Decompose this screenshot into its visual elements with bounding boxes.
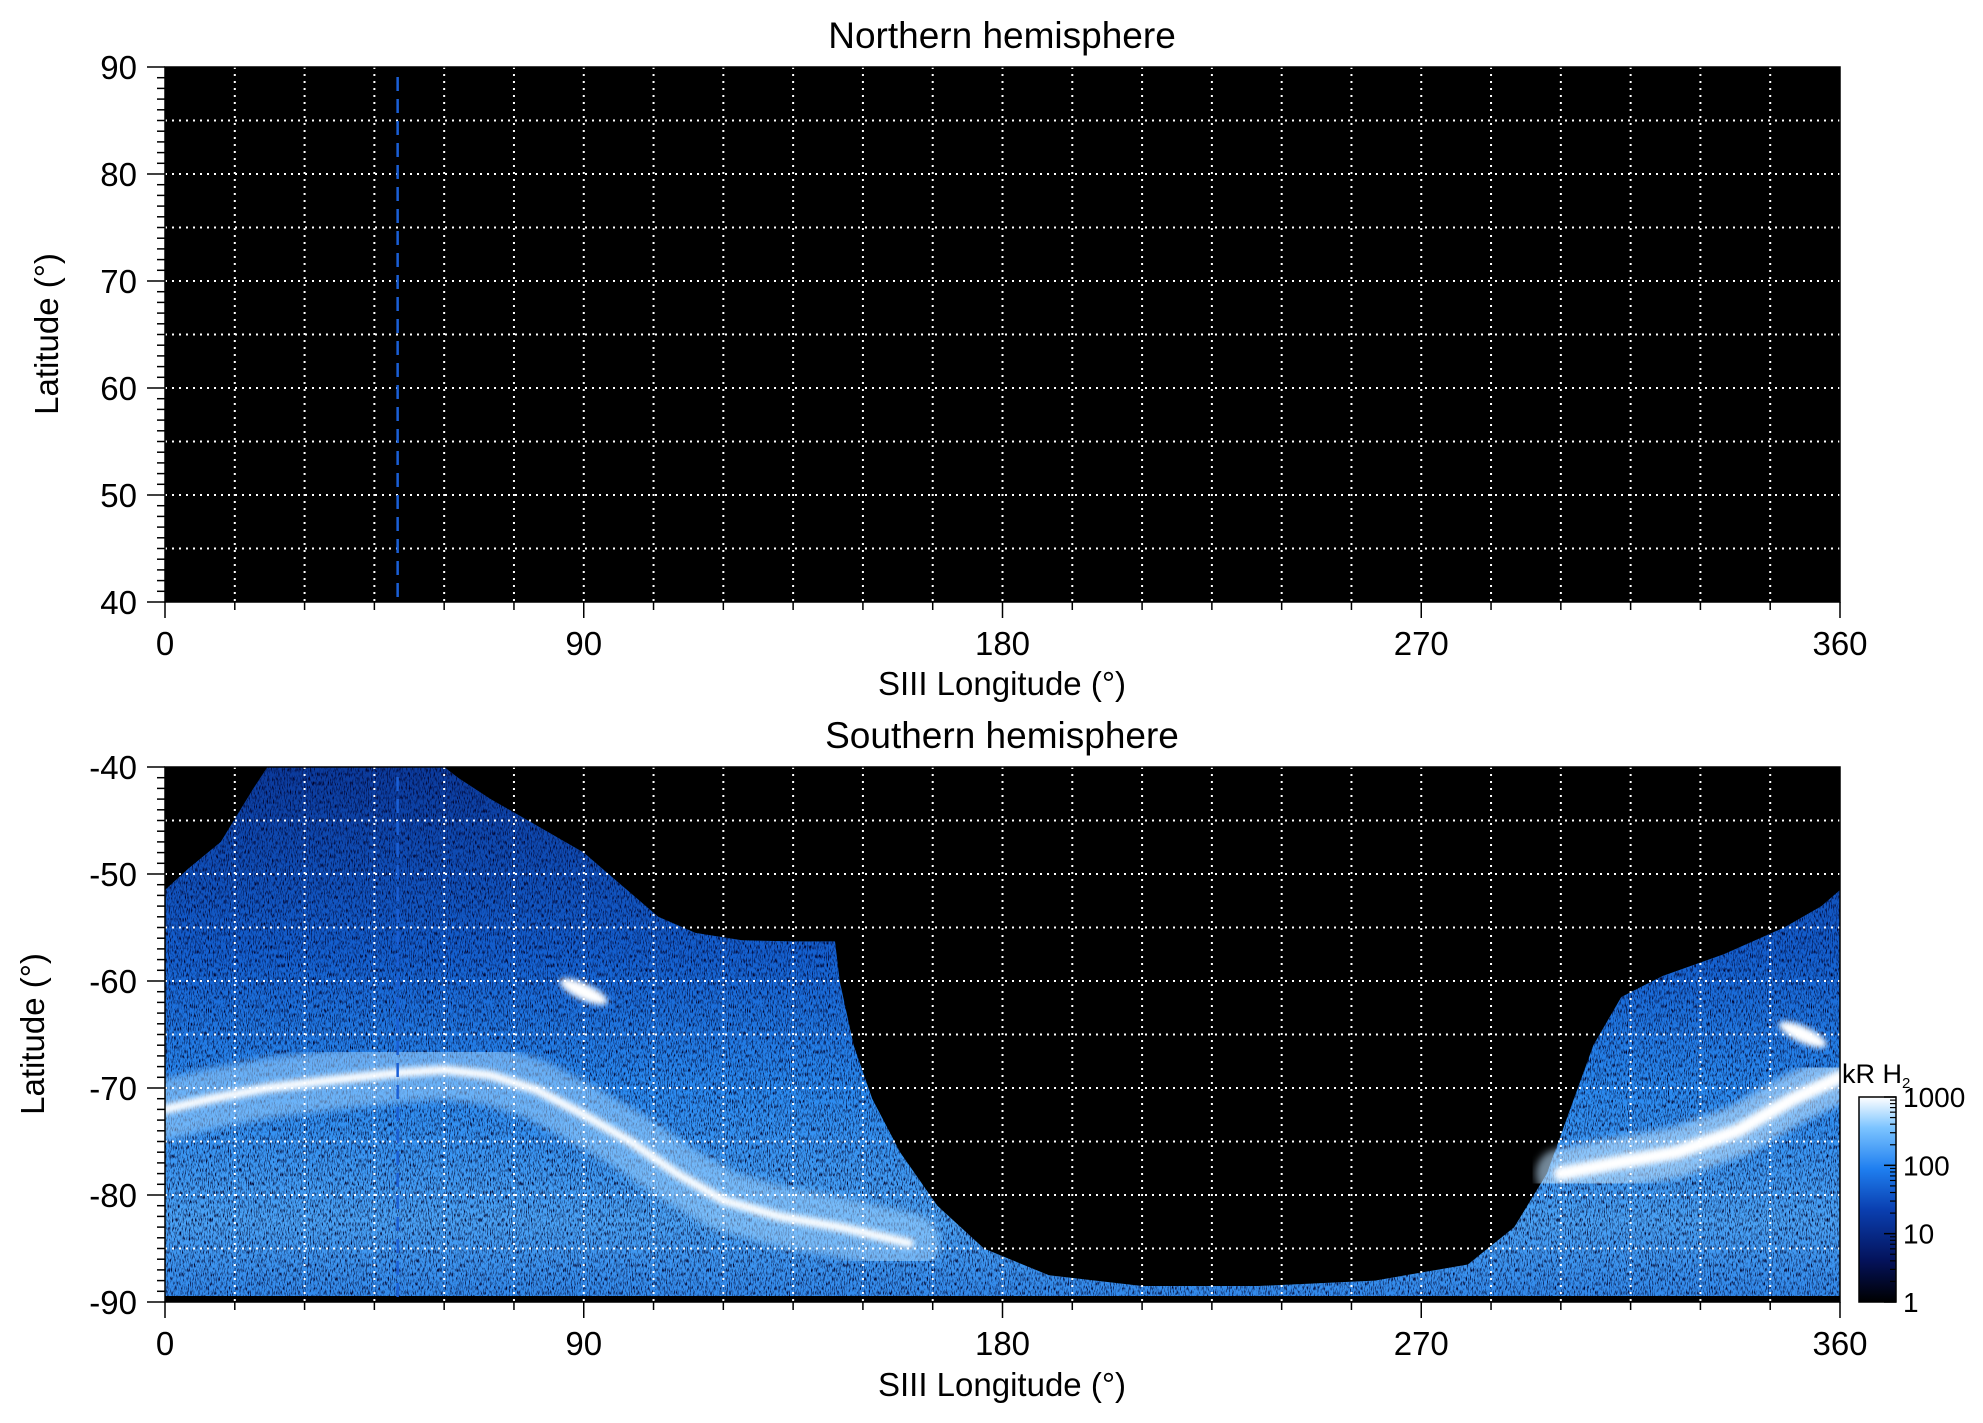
x-tick-label: 0 [156,1325,174,1362]
y-tick-label: 80 [100,156,137,193]
x-tick-label: 360 [1812,1325,1867,1362]
y-tick-label: 70 [100,263,137,300]
colorbar: kR H2 1 10 100 1000 [1842,1059,1965,1318]
x-tick-label: 90 [565,1325,602,1362]
colorbar-tick-label: 1000 [1903,1082,1965,1113]
north-xlabel: SIII Longitude (°) [878,665,1126,702]
north-ylabel: Latitude (°) [28,253,65,415]
y-tick-label: 90 [100,49,137,86]
x-tick-label: 360 [1812,625,1867,662]
y-tick-label: -70 [89,1070,137,1107]
colorbar-unit: kR H [1842,1059,1902,1089]
y-tick-label: -40 [89,749,137,786]
colorbar-unit-subscript: 2 [1902,1075,1910,1092]
south-title: Southern hemisphere [825,715,1179,756]
x-tick-label: 0 [156,625,174,662]
south-xlabel: SIII Longitude (°) [878,1366,1126,1403]
south-ylabel: Latitude (°) [14,953,51,1115]
colorbar-tick-label: 1 [1903,1287,1919,1318]
x-tick-label: 270 [1394,625,1449,662]
y-tick-label: 50 [100,477,137,514]
y-tick-label: -60 [89,963,137,1000]
colorbar-ticks: 1 10 100 1000 [1884,1082,1965,1318]
north-axes: 40 50 60 70 80 90 0 90 180 270 360 [100,49,1867,662]
main-oval [165,1065,914,1248]
x-tick-label: 90 [565,625,602,662]
south-grid [165,767,1840,1302]
south-panel: Southern hemisphere -90 -80 -70 -60 -50 -40 0 9… [14,715,1868,1403]
colorbar-gradient [1858,1096,1897,1303]
colorbar-tick-label: 10 [1903,1219,1934,1250]
y-tick-label: -50 [89,856,137,893]
south-axes: -90 -80 -70 -60 -50 -40 0 90 180 270 360 [89,749,1867,1362]
y-tick-label: -80 [89,1177,137,1214]
north-panel: Northern hemisphere 40 50 60 70 80 90 0 90 180 27… [28,15,1868,702]
x-tick-label: 180 [975,625,1030,662]
bright-spot-1 [1778,1021,1827,1048]
x-tick-label: 180 [975,1325,1030,1362]
north-grid [165,67,1840,602]
north-title: Northern hemisphere [828,15,1176,56]
y-tick-label: 60 [100,370,137,407]
x-tick-label: 270 [1394,1325,1449,1362]
oval-east [1553,1070,1840,1181]
y-tick-label: 40 [100,584,137,621]
colorbar-label: kR H2 [1842,1059,1910,1092]
y-tick-label: -90 [89,1284,137,1321]
colorbar-tick-label: 100 [1903,1150,1950,1181]
